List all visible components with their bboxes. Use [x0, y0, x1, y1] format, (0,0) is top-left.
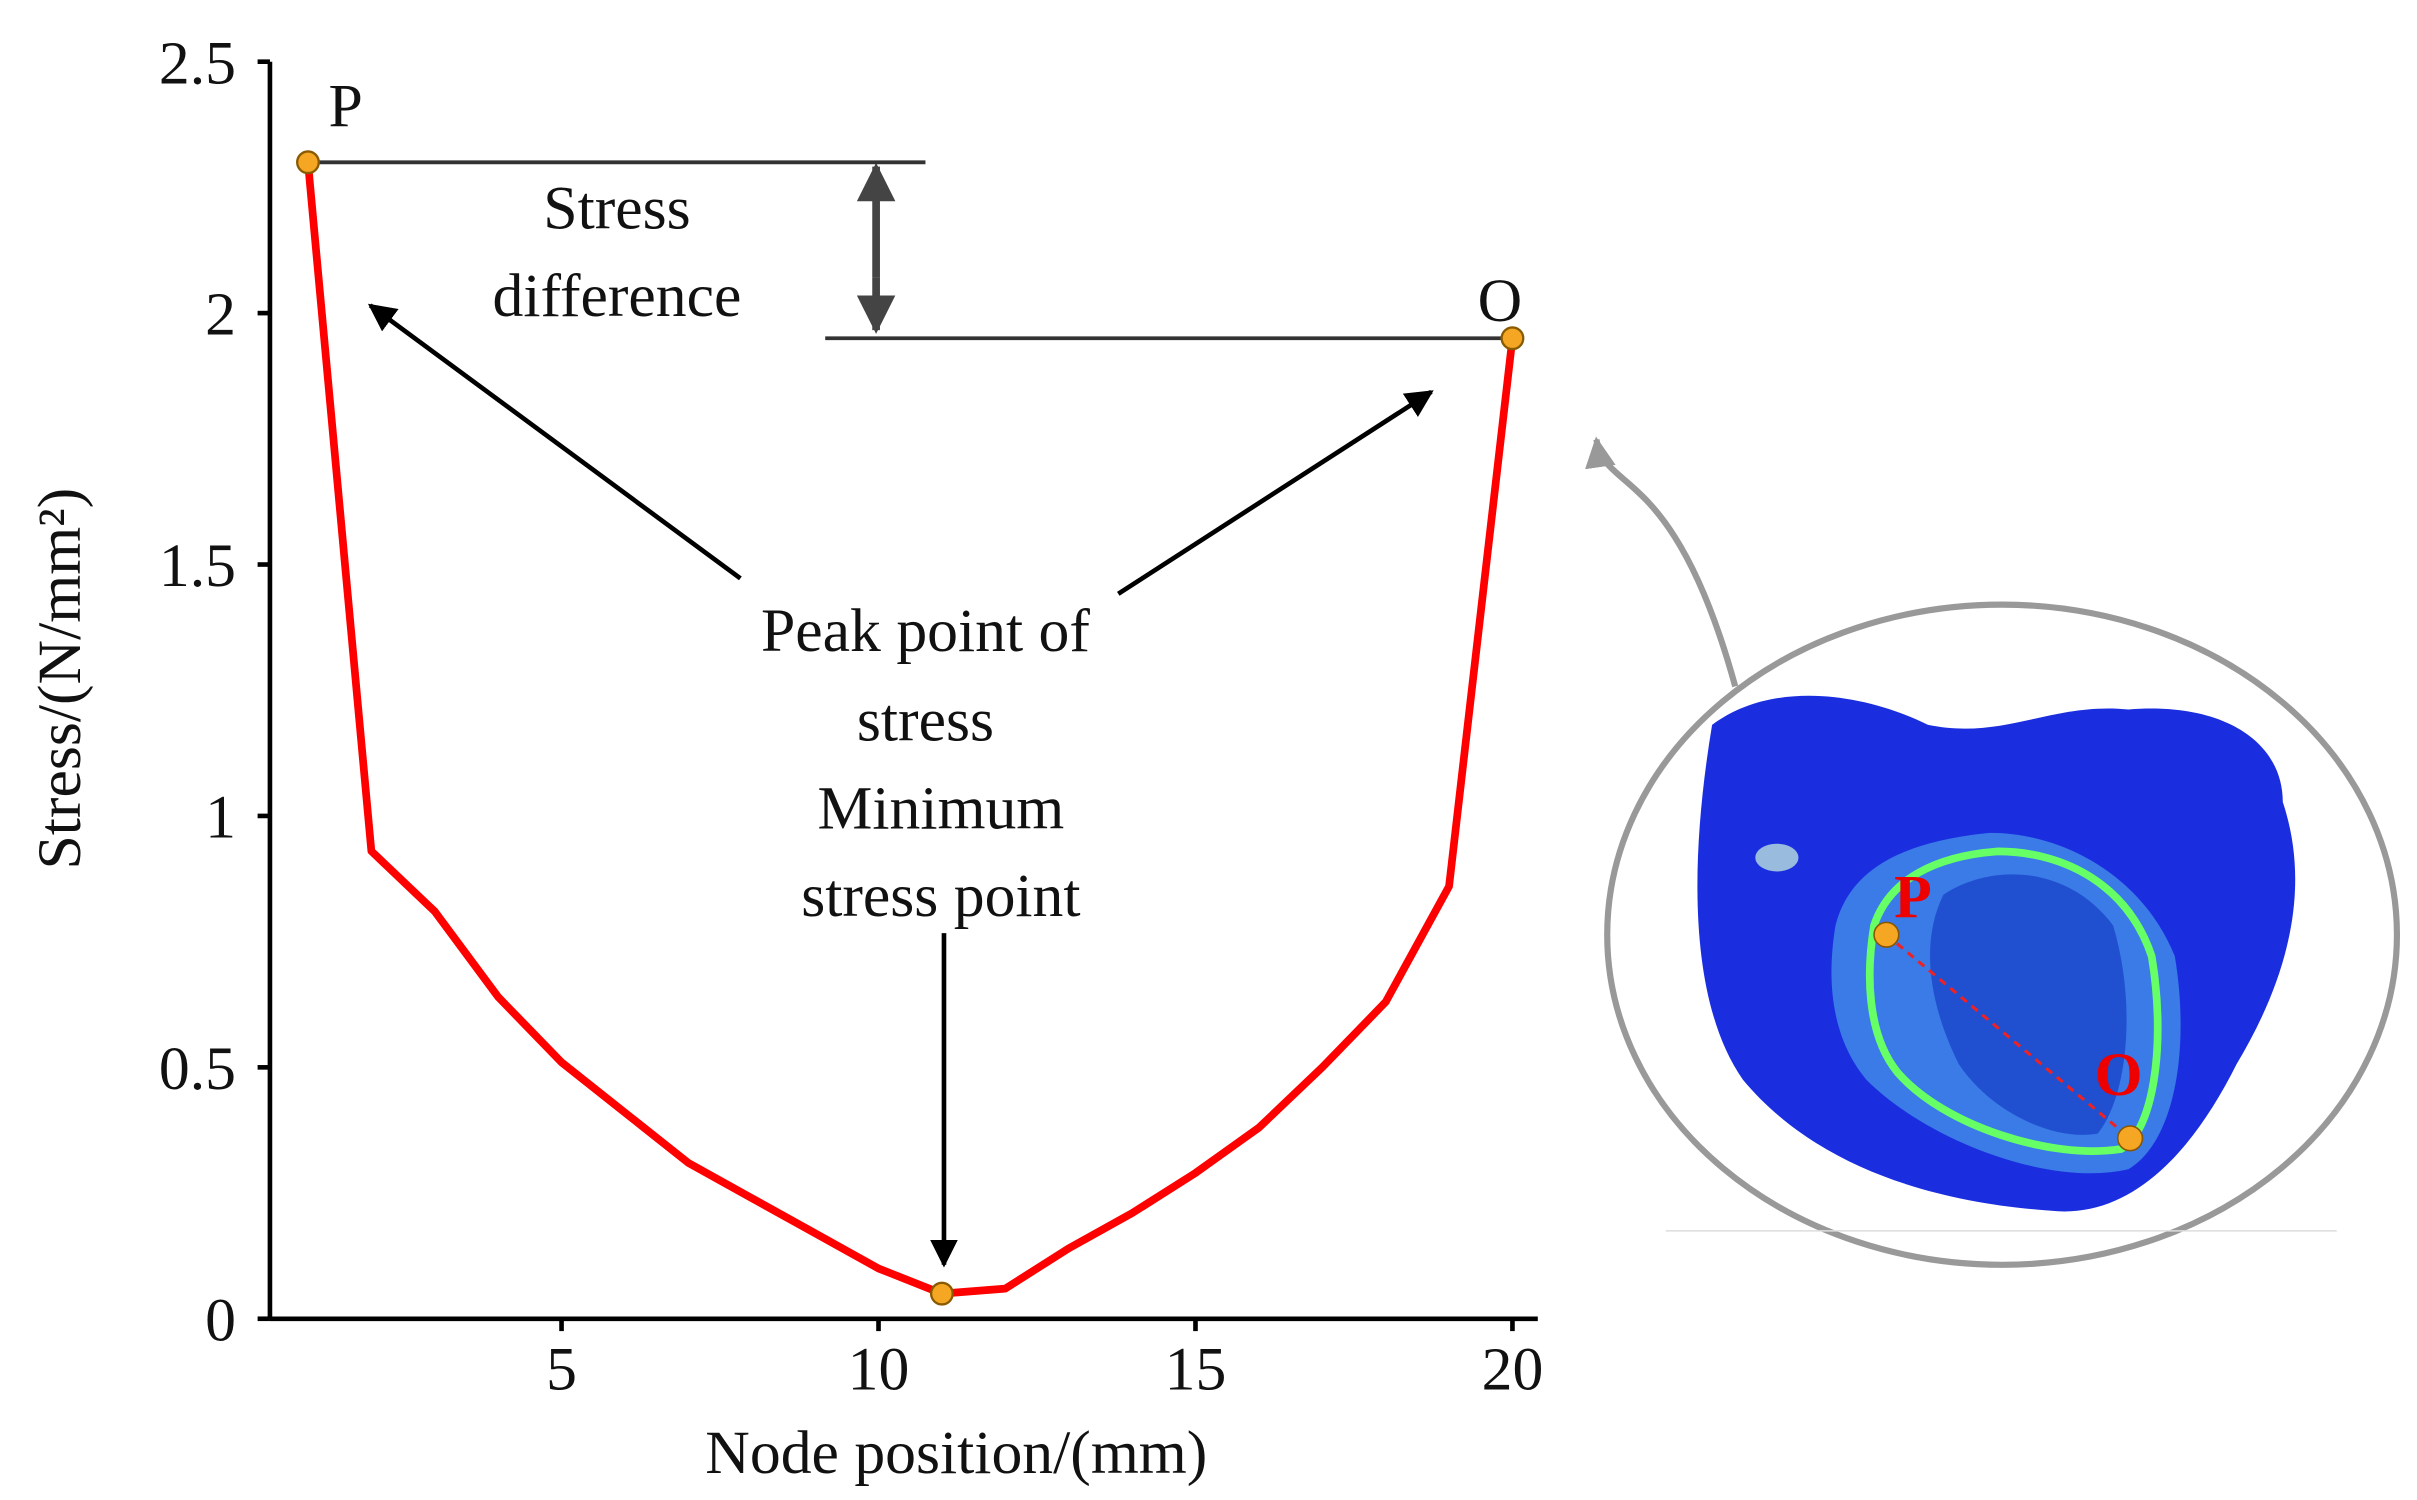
arrow	[1117, 389, 1434, 596]
x-axis-label: Node position/(mm)	[705, 1419, 1207, 1487]
line	[304, 161, 1517, 1298]
y-tick-label: 2	[205, 281, 236, 349]
x-tick-label: 10	[848, 1336, 910, 1404]
annotation: Minimum	[818, 774, 1065, 842]
inset-label: O	[2095, 1041, 2143, 1109]
annotation: Stress	[543, 174, 690, 242]
annotation: stress	[857, 686, 994, 754]
y-tick-label: 2.5	[159, 29, 236, 97]
x-tick-label: 20	[1482, 1336, 1544, 1404]
annotation: Peak point of	[761, 597, 1090, 665]
annotation: P	[329, 72, 363, 140]
point-marker	[1500, 326, 1525, 351]
x-tick-label: 5	[546, 1336, 577, 1404]
y-tick-label: 0.5	[159, 1035, 236, 1103]
y-tick-label: 1	[205, 784, 236, 852]
point-marker	[296, 150, 320, 175]
arrow	[367, 303, 742, 581]
inset: P O	[1585, 436, 2401, 1268]
y-tick-label: 1.5	[159, 532, 236, 600]
x-tick-label: 15	[1165, 1336, 1227, 1404]
annotation: difference	[493, 262, 742, 330]
y-axis-label: Stress/(N/mm²)	[26, 488, 94, 870]
annotation: stress point	[801, 862, 1080, 930]
y-tick-label: 0	[205, 1286, 236, 1354]
point-marker	[929, 1281, 954, 1306]
annotation: O	[1478, 267, 1523, 335]
inset-label: P	[1894, 864, 1932, 932]
